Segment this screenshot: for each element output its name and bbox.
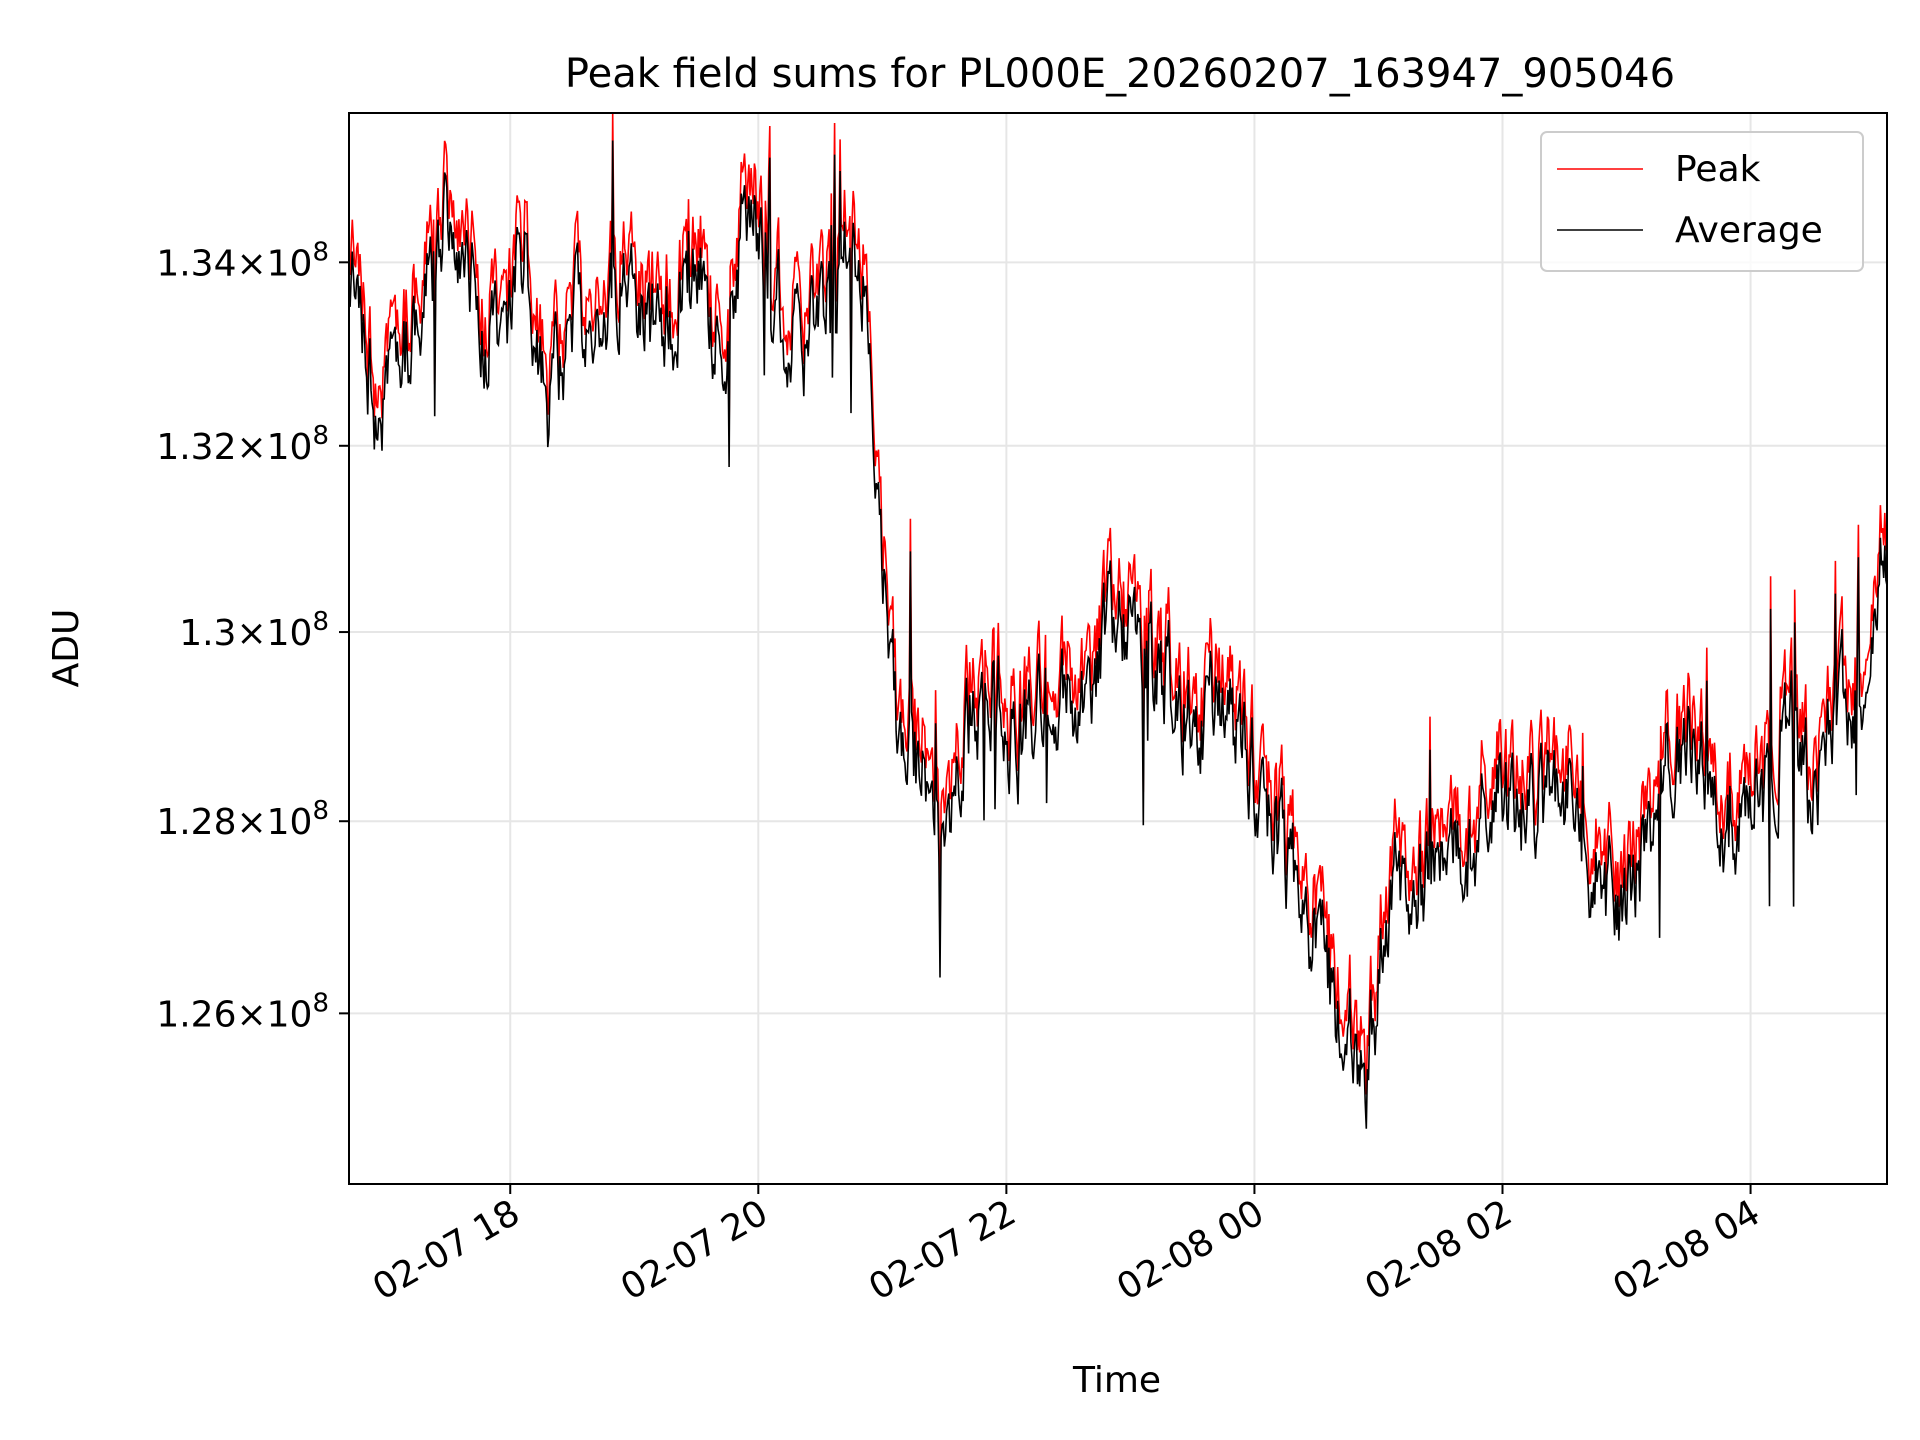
y-tick-exponent: 8: [312, 421, 329, 451]
y-tick-mantissa: 1.3: [179, 613, 236, 654]
y-tick-base: 10: [267, 994, 313, 1035]
y-tick-times: ×: [236, 613, 266, 654]
chart-title: Peak field sums for PL000E_20260207_1639…: [565, 51, 1675, 97]
y-tick-label: 1.26×108: [156, 988, 329, 1035]
y-tick-base: 10: [267, 427, 313, 468]
y-tick-label: 1.3×108: [179, 607, 329, 654]
x-axis-label: Time: [1072, 1360, 1161, 1401]
legend-label-average: Average: [1675, 210, 1823, 251]
plot-frame: [348, 112, 1888, 1185]
y-tick-mantissa: 1.26: [156, 994, 236, 1035]
plot-series: [349, 113, 1887, 1129]
legend: Peak Average: [1540, 131, 1864, 272]
legend-frame: [1540, 131, 1864, 272]
y-tick-exponent: 8: [312, 237, 329, 267]
y-tick-exponent: 8: [312, 988, 329, 1018]
legend-label-peak: Peak: [1675, 149, 1761, 190]
y-tick-mantissa: 1.34: [156, 243, 236, 284]
y-tick-base: 10: [267, 243, 313, 284]
y-tick-times: ×: [236, 427, 266, 468]
y-tick-times: ×: [236, 994, 266, 1035]
y-tick-mantissa: 1.32: [156, 427, 236, 468]
series-line-peak: [349, 113, 1887, 1095]
y-tick-times: ×: [236, 802, 266, 843]
y-tick-exponent: 8: [312, 607, 329, 637]
series-line-average: [349, 140, 1887, 1129]
y-axis-label: ADU: [46, 609, 87, 688]
y-tick-label: 1.32×108: [156, 421, 329, 468]
y-tick-base: 10: [267, 802, 313, 843]
y-tick-base: 10: [267, 613, 313, 654]
y-tick-label: 1.34×108: [156, 237, 329, 284]
y-tick-mantissa: 1.28: [156, 802, 236, 843]
y-tick-times: ×: [236, 243, 266, 284]
y-tick-label: 1.28×108: [156, 796, 329, 843]
y-tick-exponent: 8: [312, 796, 329, 826]
